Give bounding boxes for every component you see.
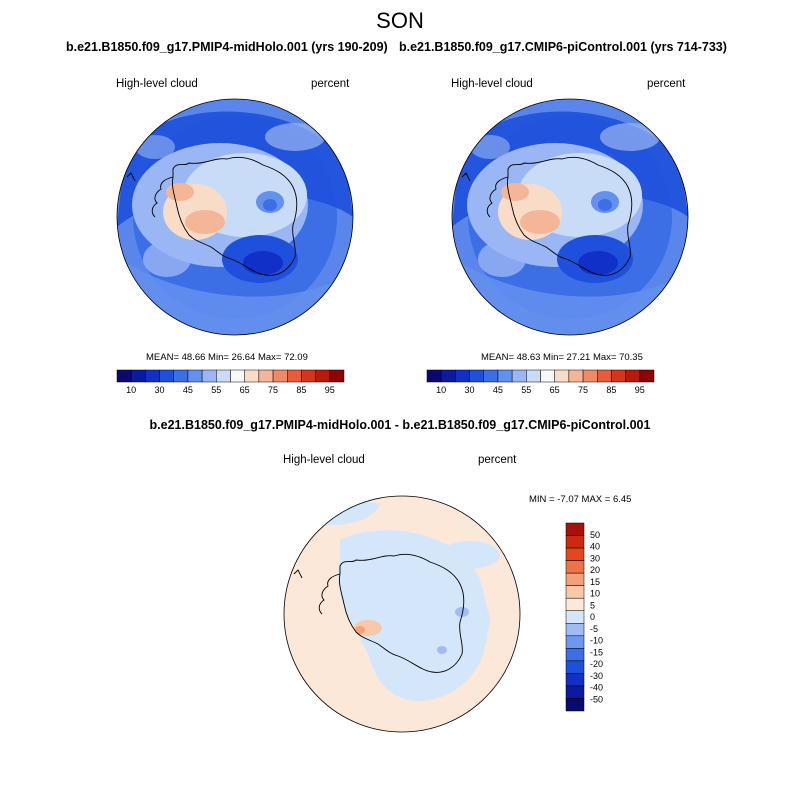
- panel-2-colorbar-tick-label: 65: [550, 385, 560, 395]
- diff-colorbar-swatch: [565, 673, 585, 687]
- panel-2-colorbar-tick-label: 30: [465, 385, 475, 395]
- diff-colorbar-swatch: [565, 635, 585, 649]
- diff-colorbar-swatch: [565, 547, 585, 561]
- panel-2-colorbar-swatch: [554, 369, 570, 383]
- panel-1-colorbar-swatch: [258, 369, 274, 383]
- panel-2-colorbar-swatch: [639, 369, 655, 383]
- diff-colorbar-tick-label: 10: [590, 589, 600, 599]
- panel-1-colorbar-tick-label: 75: [268, 385, 278, 395]
- diff-colorbar-swatch: [565, 623, 585, 637]
- diff-colorbar-tick-label: -50: [590, 694, 603, 704]
- diff-colorbar-swatch: [565, 560, 585, 574]
- panel-1-units-label: percent: [311, 78, 350, 90]
- panel-2-colorbar-swatch: [426, 369, 442, 383]
- panel-1-colorbar-swatch: [329, 369, 345, 383]
- panel-1-colorbar-swatch: [130, 369, 146, 383]
- panel-1-colorbar-swatch: [116, 369, 132, 383]
- panel-2-colorbar-swatch: [440, 369, 456, 383]
- panel-1-colorbar-swatch: [216, 369, 231, 383]
- diff-colorbar-swatch: [565, 522, 585, 536]
- panel-1-colorbar-swatch: [244, 369, 260, 383]
- panel-1-colorbar-swatch: [201, 369, 217, 383]
- panel-2-colorbar-swatch: [483, 369, 499, 383]
- diff-units-label: percent: [478, 454, 517, 466]
- panel-2-case-title: b.e21.B1850.f09_g17.CMIP6-piControl.001 …: [399, 40, 727, 54]
- difference-map: [283, 495, 521, 733]
- diff-variable-label: High-level cloud: [283, 454, 365, 466]
- diff-colorbar-swatch: [565, 572, 585, 586]
- panel-1-colorbar-tick-label: 10: [126, 385, 136, 395]
- diff-colorbar-tick-label: -20: [590, 659, 603, 669]
- panel-1-colorbar-swatch: [230, 369, 245, 383]
- panel-2-colorbar-swatch: [625, 369, 641, 383]
- diff-colorbar-tick-label: 15: [590, 577, 600, 587]
- panel-1-case-title: b.e21.B1850.f09_g17.PMIP4-midHolo.001 (y…: [66, 40, 388, 54]
- difference-title: b.e21.B1850.f09_g17.PMIP4-midHolo.001 - …: [149, 418, 651, 432]
- diff-colorbar-swatch: [565, 597, 585, 611]
- diff-colorbar-tick-label: -15: [590, 647, 603, 657]
- panel-1-colorbar-tick-label: 85: [296, 385, 306, 395]
- panel-2-colorbar-tick-label: 95: [635, 385, 645, 395]
- panel-1-colorbar: 10 30 45 55 65 75 85 95: [116, 369, 345, 395]
- panel-2-variable-label: High-level cloud: [451, 78, 533, 90]
- diff-colorbar-tick-label: -10: [590, 636, 603, 646]
- panel-2-colorbar-tick-label: 55: [521, 385, 531, 395]
- panel-1-map: [116, 98, 354, 336]
- diff-colorbar-tick-label: 40: [590, 542, 600, 552]
- panel-1-colorbar-tick-label: 45: [183, 385, 193, 395]
- diff-colorbar-tick-label: 30: [590, 553, 600, 563]
- panel-2-units-label: percent: [647, 78, 686, 90]
- panel-1-colorbar-swatch: [159, 369, 174, 383]
- diff-colorbar-tick-label: 0: [590, 612, 595, 622]
- panel-2-colorbar-tick-label: 10: [436, 385, 446, 395]
- panel-2-colorbar-tick-label: 85: [606, 385, 616, 395]
- panel-1-variable-label: High-level cloud: [116, 78, 198, 90]
- panel-2-colorbar-swatch: [469, 369, 484, 383]
- panel-1-colorbar-swatch: [301, 369, 316, 383]
- panel-2-colorbar-swatch: [597, 369, 612, 383]
- diff-colorbar-tick-label: 20: [590, 565, 600, 575]
- main-title: SON: [376, 8, 424, 33]
- diff-colorbar-swatch: [565, 610, 585, 624]
- panel-2-map: [451, 98, 689, 336]
- diff-colorbar-tick-label: -5: [590, 624, 598, 634]
- diff-colorbar-swatch: [565, 535, 585, 549]
- panel-1-colorbar-swatch: [272, 369, 288, 383]
- panel-1-colorbar-swatch: [173, 369, 189, 383]
- panel-2-colorbar-swatch: [582, 369, 598, 383]
- panel-2-colorbar-swatch: [568, 369, 584, 383]
- diff-colorbar-tick-label: -30: [590, 671, 603, 681]
- diff-colorbar-swatch: [565, 698, 585, 712]
- panel-2-colorbar-swatch: [511, 369, 527, 383]
- panel-2-colorbar-tick-label: 45: [493, 385, 503, 395]
- diff-colorbar-swatch: [565, 648, 585, 662]
- panel-2-colorbar-tick-label: 75: [578, 385, 588, 395]
- panel-1-colorbar-tick-label: 95: [325, 385, 335, 395]
- panel-2-colorbar-swatch: [526, 369, 541, 383]
- panel-2-stats: MEAN= 48.63 Min= 27.21 Max= 70.35: [481, 352, 643, 363]
- diff-colorbar-tick-label: 5: [590, 600, 595, 610]
- panel-2-colorbar-swatch: [540, 369, 555, 383]
- diff-stats: MIN = -7.07 MAX = 6.45: [529, 494, 632, 505]
- diff-colorbar-swatch: [565, 585, 585, 599]
- panel-1-stats: MEAN= 48.66 Min= 26.64 Max= 72.09: [146, 352, 308, 363]
- panel-2-colorbar-swatch: [455, 369, 470, 383]
- diff-colorbar-tick-label: -40: [590, 683, 603, 693]
- panel-2-colorbar: 10 30 45 55 65 75 85 95: [426, 369, 655, 395]
- panel-1-colorbar-swatch: [287, 369, 302, 383]
- diff-colorbar-tick-label: 50: [590, 530, 600, 540]
- panel-1-colorbar-swatch: [187, 369, 203, 383]
- panel-2-colorbar-swatch: [611, 369, 626, 383]
- diff-colorbar-swatch: [565, 685, 585, 699]
- panel-1-colorbar-tick-label: 65: [240, 385, 250, 395]
- panel-1-colorbar-swatch: [145, 369, 160, 383]
- panel-1-colorbar-swatch: [315, 369, 331, 383]
- diff-colorbar-swatch: [565, 660, 585, 674]
- panel-2-colorbar-swatch: [497, 369, 513, 383]
- panel-1-colorbar-tick-label: 30: [155, 385, 165, 395]
- panel-1-colorbar-tick-label: 55: [211, 385, 221, 395]
